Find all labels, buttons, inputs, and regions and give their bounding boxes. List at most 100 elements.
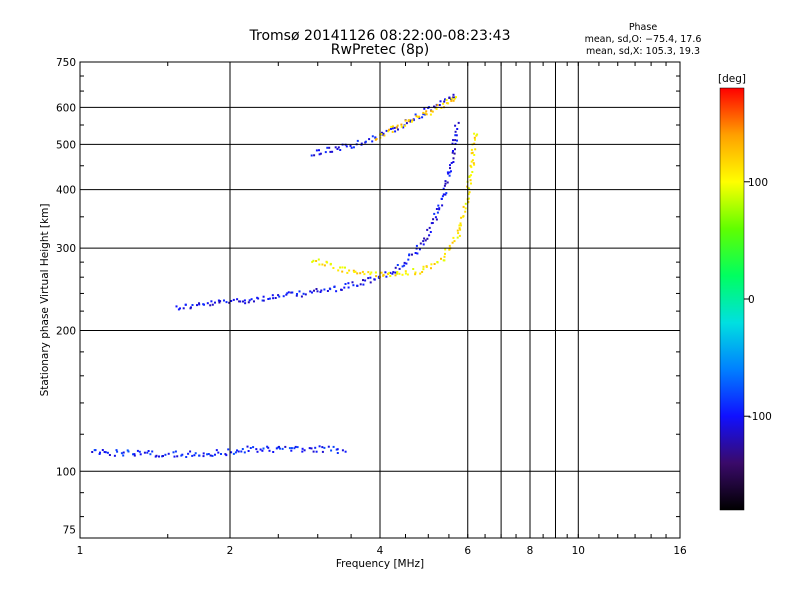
- scatter-point: [388, 272, 391, 275]
- scatter-point: [452, 236, 455, 239]
- scatter-point: [191, 304, 194, 306]
- scatter-point: [404, 124, 407, 127]
- scatter-point: [240, 450, 243, 453]
- scatter-point: [423, 237, 426, 240]
- scatter-point: [316, 290, 319, 293]
- colorbar-ticks: -100 0 100: [744, 177, 772, 423]
- scatter-point: [158, 455, 160, 458]
- scatter-point: [457, 121, 460, 124]
- scatter-point: [451, 142, 454, 145]
- scatter-point: [277, 294, 280, 297]
- scatter-point: [345, 145, 348, 148]
- scatter-point: [422, 243, 425, 246]
- scatter-point: [430, 263, 433, 266]
- scatter-point: [436, 261, 439, 264]
- scatter-point: [312, 259, 315, 262]
- scatter-point: [311, 260, 314, 263]
- scatter-point: [352, 146, 355, 149]
- scatter-point: [429, 231, 432, 233]
- scatter-point: [331, 150, 334, 153]
- scatter-point: [412, 118, 415, 121]
- scatter-point: [206, 302, 209, 305]
- scatter-point: [179, 307, 181, 310]
- colorbar-tick-label: -100: [748, 411, 772, 423]
- scatter-point: [459, 222, 462, 225]
- scatter-point: [356, 272, 359, 275]
- scatter-point: [394, 274, 397, 277]
- x-tick-label: 2: [227, 545, 234, 557]
- scatter-point: [414, 271, 417, 274]
- scatter-point: [419, 272, 422, 275]
- scatter-point: [301, 447, 304, 450]
- scatter-point: [441, 195, 444, 198]
- scatter-point: [108, 454, 111, 456]
- scatter-point: [225, 454, 228, 457]
- scatter-point: [227, 448, 230, 451]
- scatter-point: [268, 449, 271, 452]
- scatter-point: [380, 133, 383, 136]
- phase-stats-title: Phase: [629, 22, 658, 33]
- scatter-point: [318, 263, 321, 266]
- scatter-point: [414, 273, 417, 276]
- scatter-point: [164, 453, 167, 456]
- scatter-point: [457, 232, 460, 235]
- scatter-point: [400, 125, 403, 128]
- scatter-point: [431, 110, 434, 113]
- scatter-point: [474, 148, 477, 151]
- scatter-point: [136, 449, 139, 452]
- scatter-point: [444, 248, 447, 251]
- scatter-point: [318, 445, 321, 448]
- x-tick-label: 8: [527, 545, 534, 557]
- scatter-point: [336, 148, 339, 150]
- scatter-point: [443, 100, 446, 103]
- scatter-point: [391, 130, 394, 133]
- scatter-point: [122, 454, 125, 457]
- scatter-point: [387, 130, 390, 133]
- scatter-point: [217, 451, 220, 454]
- scatter-point: [476, 133, 479, 136]
- scatter-point: [315, 288, 318, 290]
- scatter-point: [398, 272, 401, 275]
- scatter-point: [454, 124, 457, 127]
- scatter-point: [374, 136, 377, 139]
- scatter-point: [370, 271, 373, 274]
- scatter-point: [384, 271, 387, 274]
- scatter-point: [243, 451, 246, 454]
- scatter-point: [173, 455, 176, 458]
- scatter-point: [453, 98, 456, 101]
- scatter-point: [313, 289, 315, 292]
- scatter-point: [369, 273, 372, 276]
- scatter-point: [326, 146, 329, 149]
- scatter-point: [429, 113, 432, 116]
- scatter-point: [334, 146, 337, 149]
- scatter-point: [430, 222, 433, 225]
- scatter-point: [468, 175, 471, 178]
- colorbar-label: [deg]: [718, 73, 746, 85]
- scatter-point: [167, 452, 170, 455]
- scatter-point: [350, 146, 353, 149]
- scatter-point: [295, 294, 298, 297]
- scatter-point: [416, 252, 419, 255]
- scatter-point: [323, 446, 326, 449]
- scatter-point: [290, 447, 293, 450]
- scatter-point: [225, 301, 228, 304]
- scatter-point: [282, 295, 285, 298]
- scatter-point: [433, 105, 435, 108]
- scatter-point: [475, 134, 478, 137]
- scatter-point: [344, 283, 347, 285]
- scatter-point: [300, 295, 303, 298]
- scatter-point: [442, 102, 445, 105]
- scatter-point: [210, 300, 213, 303]
- scatter-point: [390, 125, 393, 128]
- scatter-point: [450, 99, 453, 102]
- scatter-point: [458, 224, 461, 227]
- scatter-point: [436, 104, 439, 107]
- scatter-point: [408, 253, 411, 256]
- y-tick-label: 600: [56, 102, 76, 114]
- x-tick-label: 10: [572, 545, 585, 557]
- scatter-point: [318, 153, 321, 156]
- scatter-point: [371, 135, 374, 138]
- scatter-point: [435, 208, 438, 210]
- scatter-point: [409, 119, 412, 122]
- scatter-point: [464, 210, 467, 213]
